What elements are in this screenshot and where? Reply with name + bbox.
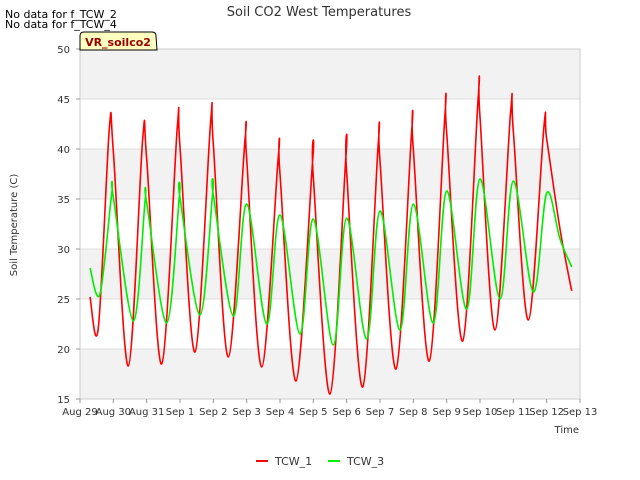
grid-band	[80, 149, 580, 199]
x-tick-label: Sep 8	[399, 407, 427, 418]
grid-band	[80, 199, 580, 249]
grid-band	[80, 49, 580, 99]
x-tick-label: Sep 10	[463, 407, 498, 418]
grid-bands	[80, 48, 580, 400]
grid-band	[80, 349, 580, 399]
no-data-note-tcw2: No data for f_TCW_2	[5, 8, 117, 21]
badge-box	[79, 31, 158, 51]
legend-label-tcw_3: TCW_3	[346, 455, 384, 468]
series-lines	[89, 75, 573, 395]
x-tick-label: Sep 13	[563, 407, 598, 418]
x-tick-label: Sep 12	[529, 407, 564, 418]
y-tick-label: 35	[57, 195, 70, 206]
x-tick-label: Sep 11	[496, 407, 531, 418]
legend: TCW_1 TCW_3	[256, 455, 384, 468]
series-line-tcw_1	[89, 75, 573, 395]
x-tick-label: Sep 7	[366, 407, 394, 418]
y-tick-label: 20	[57, 345, 70, 356]
x-tick-label: Aug 29	[62, 407, 97, 418]
x-tick-label: Aug 31	[129, 407, 164, 418]
y-tick-label: 15	[57, 395, 70, 406]
y-tick-label: 25	[57, 295, 70, 306]
y-tick-label: 40	[57, 145, 70, 156]
y-tick-label: 50	[57, 45, 70, 56]
x-tick-label: Aug 30	[96, 407, 131, 418]
no-data-note-tcw4: No data for f_TCW_4	[5, 18, 117, 31]
x-tick-label: Sep 2	[199, 407, 227, 418]
y-axis-label: Soil Temperature (C)	[9, 174, 20, 277]
x-tick-label: Sep 3	[232, 407, 260, 418]
badge-label: VR_soilco2	[85, 36, 151, 49]
badge: VR_soilco2	[79, 31, 158, 51]
chart-title: Soil CO2 West Temperatures	[227, 5, 412, 20]
y-tick-label: 45	[57, 95, 70, 106]
x-tick-label: Sep 6	[332, 407, 360, 418]
y-tick-label: 30	[57, 245, 70, 256]
series-line-tcw_3	[89, 178, 573, 346]
x-tick-label: Sep 5	[299, 407, 327, 418]
x-tick-label: Sep 1	[166, 407, 194, 418]
x-tick-label: Sep 9	[432, 407, 460, 418]
y-axis-ticks: 15 20 25 30 35 40 45 50	[57, 45, 80, 406]
plot-frame	[79, 48, 581, 400]
x-axis-label: Time	[554, 425, 579, 436]
legend-label-tcw_1: TCW_1	[274, 455, 312, 468]
grid-band	[80, 99, 580, 149]
x-tick-label: Sep 4	[266, 407, 294, 418]
